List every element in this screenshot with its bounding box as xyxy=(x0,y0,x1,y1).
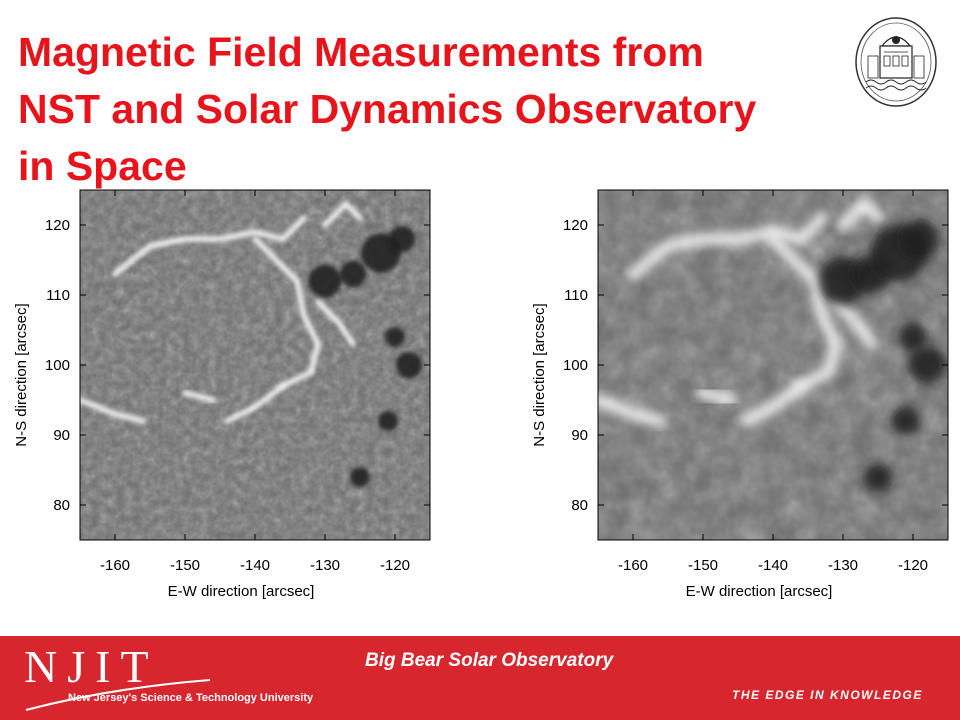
footer-tagline: THE EDGE IN KNOWLEDGE xyxy=(732,688,923,702)
y-tick-label: 80 xyxy=(53,497,70,514)
x-tick-label: -150 xyxy=(688,557,718,574)
njit-logo-subtext: New Jersey's Science & Technology Univer… xyxy=(68,692,314,704)
x-axis-label: E-W direction [arcsec] xyxy=(168,583,315,600)
x-tick-label: -160 xyxy=(100,557,130,574)
magnetogram-figure-nst: -160 -150 -140 -130 -120 120 110 100 90 80 E-W dir… xyxy=(0,189,431,610)
y-axis-label: N-S direction [arcsec] xyxy=(13,303,30,446)
magnetogram-axes-left: -160 -150 -140 -130 -120 120 110 100 90 80 E-W dir… xyxy=(13,189,431,600)
y-axis-label: N-S direction [arcsec] xyxy=(531,303,548,446)
y-tick-label: 110 xyxy=(46,287,70,304)
footer-observatory-name: Big Bear Solar Observatory xyxy=(365,650,614,671)
footer-bar: NJIT New Jersey's Science & Technology U… xyxy=(0,636,960,720)
title-line-3: in Space xyxy=(18,143,187,189)
y-tick-label: 90 xyxy=(53,427,70,444)
title-line-2: NST and Solar Dynamics Observatory xyxy=(18,86,757,132)
y-tick-label: 90 xyxy=(571,427,588,444)
magnetogram-axes-right: -160 -150 -140 -130 -120 120 110 100 90 80 E-W dir… xyxy=(531,189,949,600)
x-tick-label: -140 xyxy=(240,557,270,574)
y-tick-label: 100 xyxy=(563,357,588,374)
y-tick-label: 110 xyxy=(564,287,588,304)
x-tick-label: -150 xyxy=(170,557,200,574)
magnetogram-figure-sdo: -160 -150 -140 -130 -120 120 110 100 90 80 E-W dir… xyxy=(518,189,949,610)
njit-logo-text: NJIT xyxy=(24,641,159,692)
y-tick-label: 120 xyxy=(45,217,70,234)
y-tick-label: 120 xyxy=(563,217,588,234)
magnetogram-image xyxy=(80,190,430,540)
title-line-1: Magnetic Field Measurements from xyxy=(18,29,704,75)
x-tick-label: -140 xyxy=(758,557,788,574)
x-axis-label: E-W direction [arcsec] xyxy=(686,583,833,600)
observatory-seal-icon xyxy=(855,17,937,107)
x-tick-label: -120 xyxy=(898,557,928,574)
x-tick-label: -160 xyxy=(618,557,648,574)
x-tick-label: -130 xyxy=(828,557,858,574)
njit-swoosh-icon xyxy=(25,679,211,711)
magnetogram-image xyxy=(598,190,948,540)
x-tick-label: -120 xyxy=(380,557,410,574)
y-tick-label: 80 xyxy=(571,497,588,514)
slide-title: Magnetic Field Measurements from NST and… xyxy=(18,24,868,195)
x-tick-label: -130 xyxy=(310,557,340,574)
y-tick-label: 100 xyxy=(45,357,70,374)
